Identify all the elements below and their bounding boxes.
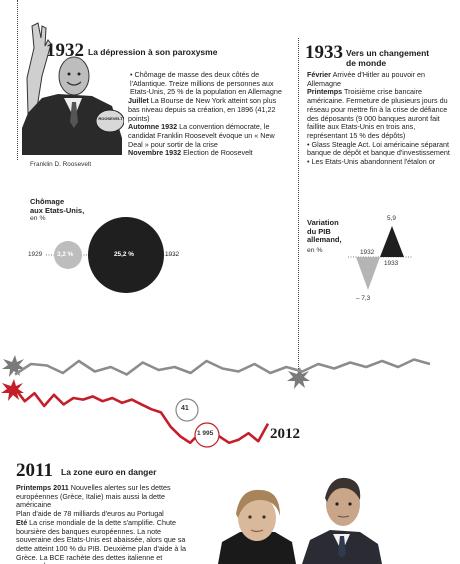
unemployment-chart: 1929 1932 3,2 % 25,2 %: [28, 216, 188, 296]
series-grey: [14, 358, 431, 376]
gdp-value-1932: – 7,3: [356, 295, 371, 302]
unemployment-unit: en %: [30, 215, 46, 222]
para-chomage: • Chômage de masse des deux côtés de l'A…: [130, 70, 282, 97]
callout-1995: 1 995: [197, 430, 214, 437]
callout-41: 41: [181, 405, 189, 412]
marker-red-left: [1, 379, 24, 401]
para-novembre: Novembre 1932 Election de Roosevelt: [128, 148, 253, 158]
para-gold: • Les Etats-Unis abandonnent l'étalon or: [307, 157, 436, 167]
unemployment-title: Chômage aux Etats-Unis,: [30, 197, 85, 215]
series-red-line: [13, 387, 270, 448]
divider-left-1932: [17, 0, 18, 160]
text-1933: Février Arrivée d'Hitler au pouvoir en A…: [307, 70, 455, 167]
para-fevrier: Février Arrivée d'Hitler au pouvoir en A…: [307, 70, 426, 88]
callout-1995-circle: [194, 422, 220, 448]
value-1932: 25,2 %: [114, 251, 134, 258]
title-1933: Vers un changement de monde: [346, 48, 430, 68]
value-1929: 3,2 %: [57, 251, 74, 258]
text-2011: Printemps 2011 Nouvelles alertes sur les…: [16, 484, 192, 564]
gdp-label-1933: 1933: [384, 260, 399, 267]
year-1933: 1933: [305, 42, 343, 63]
leaders-photo: [200, 470, 450, 564]
para-printemps-1933: Printemps Troisième crise bancaire améri…: [307, 87, 448, 140]
bubble-1932: [88, 217, 164, 293]
photo-caption: Franklin D. Roosevelt: [30, 161, 92, 168]
callout-41-circle: [175, 398, 199, 422]
year-1932: 1932: [46, 40, 84, 61]
gdp-label-1932: 1932: [360, 249, 375, 256]
para-automne: Automne 1932 La convention démocrate, le…: [128, 122, 275, 149]
gdp-bar-1932: [356, 257, 380, 290]
label-2012: 2012: [270, 426, 300, 442]
gdp-unit: en %: [307, 247, 323, 254]
year-2011: 2011: [16, 460, 53, 481]
series-red: [13, 387, 270, 448]
gdp-title: Variation du PIB allemand,: [307, 218, 342, 244]
marker-grey-left: [2, 355, 25, 377]
placard-text: ROOSEVELT: [98, 116, 123, 121]
para-plan: Plan d'aide de 78 milliards d'euros au P…: [16, 509, 164, 519]
title-2011: La zone euro en danger: [61, 467, 157, 477]
bubble-1929: [54, 241, 82, 269]
para-printemps-2011: Printemps 2011 Nouvelles alertes sur les…: [16, 484, 171, 510]
title-1932: La dépression à son paroxysme: [88, 47, 218, 57]
para-glass: • Glass Steagle Act. Loi américaine sépa…: [307, 139, 450, 158]
label-1932: 1932: [165, 251, 180, 258]
gdp-value-1933: 5,9: [387, 215, 396, 222]
text-1932: • Chômage de masse des deux côtés de l'A…: [128, 70, 288, 158]
gdp-bar-1933: [380, 226, 404, 257]
para-ete: Eté La crise mondiale de la dette s'ampl…: [16, 517, 186, 564]
marker-grey-1933: [287, 367, 310, 389]
series-grey-line: [14, 358, 431, 376]
timeline-chart: 41 1 995 2012: [0, 348, 460, 473]
label-1929: 1929: [28, 251, 43, 258]
roosevelt-photo: ROOSEVELT: [22, 18, 124, 155]
divider-1933: [298, 38, 299, 373]
gdp-chart: 1932 1933 – 7,3 5,9: [340, 213, 420, 308]
para-juillet: Juillet La Bourse de New York atteint so…: [128, 96, 277, 123]
